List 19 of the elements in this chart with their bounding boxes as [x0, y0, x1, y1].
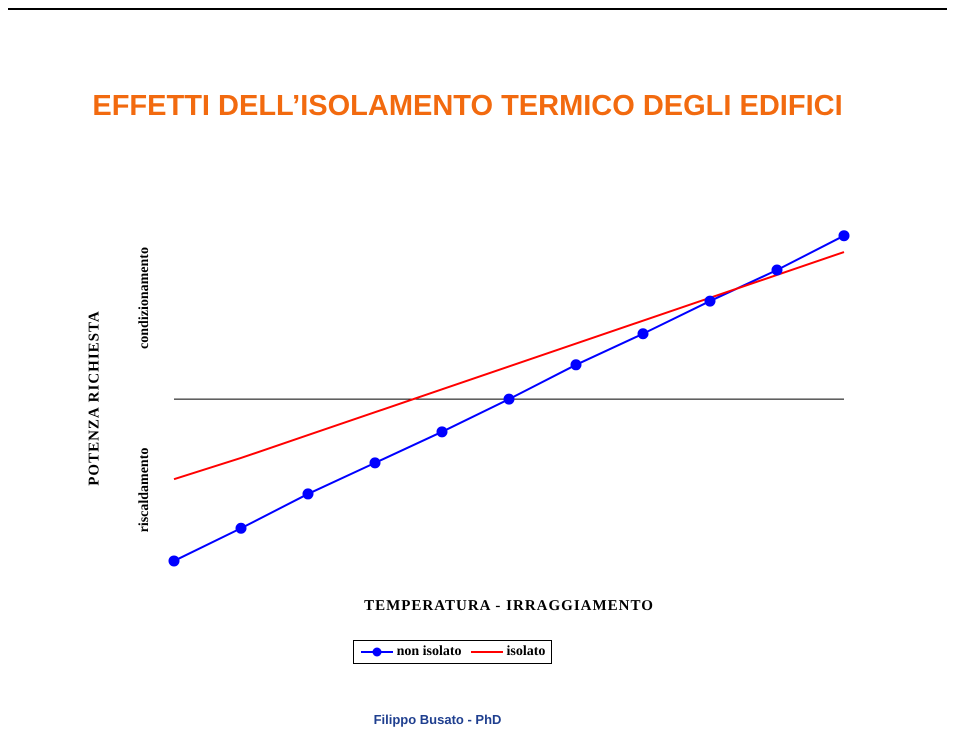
text: riscaldamento — [137, 448, 153, 532]
point — [570, 359, 582, 370]
point — [504, 394, 514, 405]
text: condizionamento — [137, 247, 153, 349]
y-axis-title: POTENZA RICHIESTA — [86, 310, 104, 486]
point — [236, 522, 246, 534]
chart-title: EFFETTI DELL’ISOLAMENTO TERMICO DEGLI EDIFICI — [91, 90, 844, 123]
legend-label: isolato — [506, 644, 546, 660]
point — [436, 426, 448, 438]
point — [302, 488, 314, 500]
x-axis-title: TEMPERATURA - IRRAGGIAMENTO — [363, 598, 655, 615]
point — [772, 264, 782, 276]
point — [370, 457, 380, 468]
point — [168, 555, 180, 566]
text: Filippo Busato - PhD — [372, 712, 502, 727]
point — [838, 230, 850, 242]
point — [638, 328, 648, 340]
point — [704, 296, 716, 307]
legend-label: non isolato — [396, 644, 462, 660]
